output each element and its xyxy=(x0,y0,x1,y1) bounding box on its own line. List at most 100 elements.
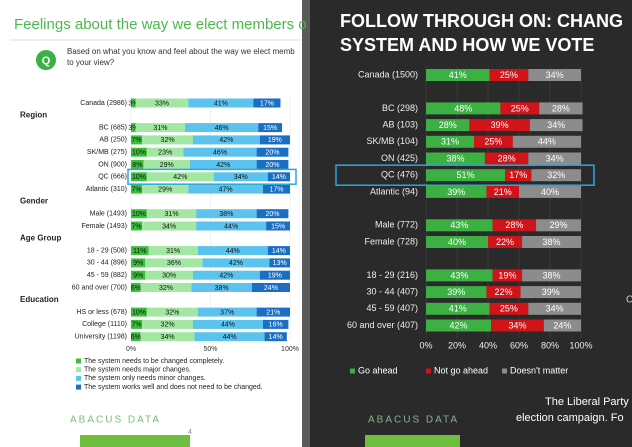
bar-segment xyxy=(484,152,529,165)
bar-segment xyxy=(145,270,194,280)
value-label: 30% xyxy=(162,273,176,280)
bar-segment xyxy=(539,102,583,115)
bar-segment xyxy=(505,169,532,182)
value-label: 21% xyxy=(266,309,280,316)
category-label: SK/MB (104) xyxy=(366,136,418,146)
bar-segment xyxy=(131,332,141,342)
bar-segment xyxy=(528,302,581,315)
value-label: 32% xyxy=(159,285,173,292)
bar-segment xyxy=(491,319,544,332)
bar-segment xyxy=(426,135,475,148)
x-tick-label: 0% xyxy=(419,340,432,350)
value-label: 42% xyxy=(173,174,187,181)
value-label: 39% xyxy=(447,287,465,297)
bar-segment xyxy=(142,184,189,194)
bar-segment xyxy=(522,269,581,282)
value-label: 10% xyxy=(132,150,146,157)
value-label: 17% xyxy=(509,170,527,180)
category-label: 30 - 44 (407) xyxy=(366,286,418,296)
bar-segment xyxy=(131,98,136,108)
value-label: 7% xyxy=(132,322,142,329)
x-tick-label: 20% xyxy=(448,340,466,350)
bar-segment xyxy=(197,246,268,256)
x-tick-label: 40% xyxy=(479,340,497,350)
value-label: 9% xyxy=(133,273,143,280)
x-tick-label: 50% xyxy=(203,346,217,353)
bar-segment xyxy=(256,160,289,169)
x-tick-label: 0% xyxy=(126,346,136,353)
category-label: 18 - 29 (508) xyxy=(87,247,127,254)
bar-segment xyxy=(131,258,146,268)
value-label: 7% xyxy=(132,137,142,144)
value-label: 19% xyxy=(268,137,282,144)
category-label: College (1110) xyxy=(82,321,127,328)
value-label: 29% xyxy=(160,162,174,169)
legend-swatch xyxy=(502,368,507,374)
value-label: 16% xyxy=(269,322,283,329)
value-label: 25% xyxy=(500,70,518,80)
category-label: QC (476) xyxy=(381,170,418,180)
value-label: 25% xyxy=(511,103,529,113)
bar-segment xyxy=(489,302,529,315)
bar-segment xyxy=(146,147,184,157)
value-label: 44% xyxy=(221,322,235,329)
value-label: 19% xyxy=(268,273,282,280)
bar-segment xyxy=(531,169,581,182)
bar-segment xyxy=(426,286,487,299)
value-label: 34% xyxy=(161,334,175,341)
legend-swatch xyxy=(76,358,81,364)
value-label: 44% xyxy=(226,248,240,255)
bar-segment xyxy=(213,172,268,182)
value-label: 20% xyxy=(266,162,280,169)
bar-segment xyxy=(519,185,581,198)
bar-segment xyxy=(145,258,203,268)
bar-segment xyxy=(267,172,290,182)
value-label: 40% xyxy=(541,187,559,197)
value-label: 46% xyxy=(213,150,227,157)
legend-label: The system needs to be changed completel… xyxy=(84,358,224,365)
value-label: 38% xyxy=(215,285,229,292)
value-label: 41% xyxy=(214,100,228,107)
value-label: 29% xyxy=(550,220,568,230)
value-label: 22% xyxy=(494,287,512,297)
section-label: Education xyxy=(20,295,59,304)
value-label: 38% xyxy=(219,211,233,218)
bar-segment xyxy=(251,283,290,292)
value-label: 31% xyxy=(165,211,179,218)
bar-segment xyxy=(426,169,506,182)
value-label: 6% xyxy=(131,285,141,292)
value-label: 7% xyxy=(132,186,142,193)
value-label: 19% xyxy=(498,270,516,280)
bar-segment xyxy=(267,246,290,256)
bar-segment xyxy=(146,172,214,182)
value-label: 31% xyxy=(153,125,167,132)
category-label: 30 - 44 (896) xyxy=(87,260,127,267)
value-label: 39% xyxy=(447,187,465,197)
bar-segment xyxy=(131,209,147,219)
section-label: Gender xyxy=(20,197,48,206)
category-label: ON (425) xyxy=(381,153,418,163)
bar-segment xyxy=(529,119,583,132)
bar-segment xyxy=(191,283,252,292)
bar-segment xyxy=(131,307,147,317)
value-label: 34% xyxy=(546,304,564,314)
value-label: 43% xyxy=(450,270,468,280)
value-label: 42% xyxy=(450,320,468,330)
legend-label: Not go ahead xyxy=(434,365,488,375)
value-label: 46% xyxy=(215,125,229,132)
bar-segment xyxy=(196,209,257,219)
bar-segment xyxy=(189,160,257,169)
bar-segment xyxy=(188,98,254,108)
bar-segment xyxy=(522,236,581,248)
value-label: 32% xyxy=(161,322,175,329)
bar-segment xyxy=(256,209,289,219)
section-label: Age Group xyxy=(20,233,61,242)
value-label: 40% xyxy=(448,237,466,247)
bar-segment xyxy=(135,98,189,108)
bar-segment xyxy=(193,319,263,329)
value-label: 44% xyxy=(223,334,237,341)
value-label: 15% xyxy=(263,125,277,132)
page-number: 4 xyxy=(188,429,192,436)
value-label: 34% xyxy=(546,70,564,80)
